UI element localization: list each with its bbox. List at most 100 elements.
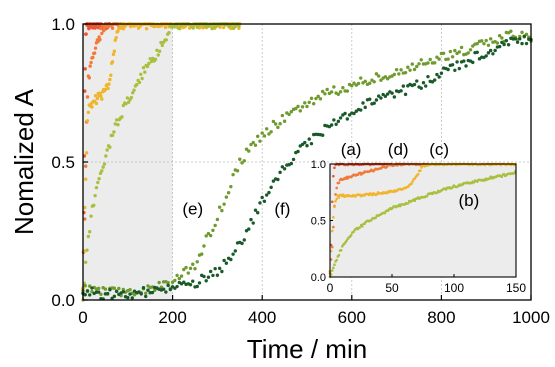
data-point	[361, 224, 364, 228]
data-point	[262, 199, 267, 203]
data-point	[83, 260, 88, 264]
data-point	[347, 113, 352, 117]
data-point	[247, 227, 251, 231]
data-point	[83, 89, 87, 93]
data-point	[334, 193, 337, 196]
data-point	[155, 48, 159, 52]
data-point	[125, 96, 130, 100]
x-tick-label: 600	[338, 308, 366, 327]
data-point	[195, 260, 199, 264]
data-point	[95, 96, 100, 101]
data-point	[195, 284, 199, 289]
data-point	[99, 292, 103, 296]
data-point	[139, 292, 143, 296]
x-axis-label: Time / min	[247, 334, 367, 364]
data-point	[339, 249, 343, 252]
data-point	[457, 66, 462, 71]
data-point	[312, 101, 316, 106]
data-point	[159, 285, 164, 289]
data-point	[426, 74, 430, 79]
inset-curve-label-a: (a)	[341, 140, 362, 159]
y-tick-label: 0.0	[51, 291, 75, 310]
x-tick-label: 400	[248, 308, 276, 327]
data-point	[394, 67, 399, 72]
data-point	[116, 29, 120, 33]
data-point	[471, 44, 475, 48]
data-point	[289, 110, 294, 114]
data-point	[415, 64, 419, 69]
data-point	[455, 60, 459, 64]
data-point	[233, 249, 238, 253]
data-point	[318, 97, 323, 101]
data-point	[383, 75, 388, 79]
data-point	[157, 49, 162, 53]
data-point	[350, 84, 354, 88]
data-point	[488, 48, 493, 53]
data-point	[296, 104, 300, 109]
data-point	[83, 164, 88, 168]
data-point	[426, 61, 430, 65]
data-point	[97, 177, 101, 181]
data-point	[441, 51, 446, 55]
y-tick-label: 0.5	[51, 153, 75, 172]
data-point	[114, 36, 118, 40]
data-point	[217, 205, 222, 209]
data-point	[502, 42, 506, 47]
curve-label-f: (f)	[274, 199, 290, 218]
data-point	[99, 94, 103, 98]
data-point	[242, 159, 246, 163]
data-point	[453, 48, 457, 53]
data-point	[88, 230, 92, 234]
data-point	[334, 122, 338, 126]
data-point	[111, 52, 116, 57]
data-point	[278, 121, 282, 126]
data-point	[126, 295, 130, 300]
data-point	[307, 137, 311, 141]
data-point	[392, 95, 397, 99]
inset-series-b	[328, 170, 517, 279]
data-point	[330, 200, 334, 204]
data-point	[231, 252, 235, 256]
data-point	[320, 89, 325, 94]
data-point	[415, 79, 419, 83]
data-point	[203, 24, 207, 29]
data-point	[90, 286, 94, 290]
data-point	[471, 60, 475, 65]
data-point	[493, 48, 497, 53]
data-point	[271, 179, 276, 183]
data-point	[114, 118, 119, 122]
data-point	[363, 79, 367, 84]
data-point	[224, 261, 229, 265]
data-point	[240, 241, 244, 246]
data-point	[486, 43, 491, 47]
data-point	[379, 96, 383, 100]
data-point	[446, 57, 450, 61]
data-point	[179, 274, 184, 278]
data-point	[401, 84, 406, 88]
data-point	[83, 67, 87, 71]
curve-label-e: (e)	[182, 199, 203, 218]
data-point	[497, 34, 502, 38]
data-point	[336, 119, 341, 124]
data-point	[141, 286, 146, 290]
data-point	[406, 201, 410, 205]
data-point	[141, 66, 146, 70]
data-point	[446, 67, 450, 72]
data-point	[211, 228, 215, 233]
data-point	[121, 290, 126, 294]
data-point	[356, 81, 361, 86]
data-point	[432, 61, 437, 65]
data-point	[419, 169, 422, 172]
data-point	[368, 81, 372, 85]
data-point	[112, 294, 117, 299]
data-point	[424, 84, 428, 88]
data-point	[524, 41, 529, 46]
data-point	[323, 92, 327, 96]
data-point	[335, 197, 339, 201]
data-point	[204, 279, 208, 283]
data-point	[177, 276, 182, 281]
data-point	[135, 82, 139, 87]
data-point	[103, 287, 108, 291]
data-point	[334, 199, 337, 203]
data-point	[488, 37, 493, 41]
